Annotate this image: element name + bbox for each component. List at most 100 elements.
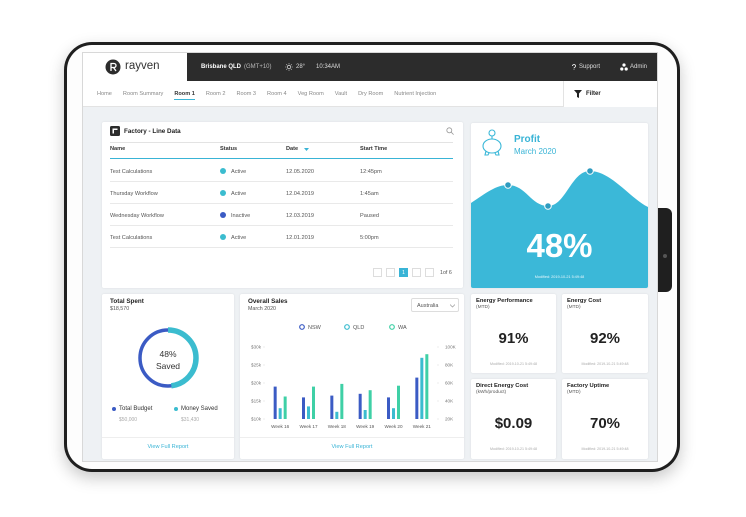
donut-caption: Saved bbox=[155, 361, 181, 371]
legend-marker bbox=[344, 324, 350, 330]
bar bbox=[312, 386, 315, 419]
divider bbox=[240, 437, 464, 438]
page-next[interactable] bbox=[412, 268, 421, 277]
admin-link[interactable]: Admin bbox=[630, 64, 648, 70]
cell-date: 12.05.2020 bbox=[286, 169, 314, 175]
dropdown-caret bbox=[450, 304, 455, 308]
y2-tick-label: 100K bbox=[445, 345, 457, 350]
support-link[interactable]: Support bbox=[579, 64, 601, 70]
filter-button[interactable]: Filter bbox=[563, 81, 657, 107]
legend-value: $50,000 bbox=[119, 417, 138, 423]
nav-tab[interactable]: Home bbox=[97, 91, 112, 97]
page-summary: 1of 6 bbox=[440, 270, 452, 276]
page-first[interactable] bbox=[373, 268, 382, 277]
bar bbox=[415, 377, 419, 419]
admin-icon bbox=[620, 63, 628, 71]
table-row[interactable]: Thursday Workflow Active 12.04.2019 1:45am bbox=[110, 182, 453, 204]
nav-tab[interactable]: Veg Room bbox=[297, 91, 324, 97]
cell-name: Test Calculations bbox=[110, 235, 153, 241]
logo-icon bbox=[105, 59, 121, 75]
profit-card: Profit March 2020 48% Modified: 2019-10-… bbox=[471, 123, 648, 288]
y2-tick-label: 20K bbox=[445, 417, 454, 422]
page-last[interactable] bbox=[425, 268, 434, 277]
line-data-card: Factory - Line Data Name Status Date Sta… bbox=[102, 122, 463, 288]
cell-start: 1:45am bbox=[360, 191, 379, 197]
legend-label: Total Budget bbox=[119, 406, 153, 412]
x-tick-label: Week 21 bbox=[413, 424, 431, 429]
search-icon[interactable] bbox=[446, 127, 454, 135]
modified: Modified: 2019-10-21 5:49:48 bbox=[581, 362, 629, 366]
x-tick-label: Week 16 bbox=[271, 424, 289, 429]
tablet-side bbox=[656, 208, 672, 292]
profit-subtitle: March 2020 bbox=[514, 147, 557, 156]
cell-status: Active bbox=[231, 235, 247, 241]
nav-tab[interactable]: Dry Room bbox=[358, 91, 384, 97]
kpi-value: $0.09 bbox=[494, 415, 533, 432]
timezone: (GMT+10) bbox=[244, 64, 272, 70]
card-title: Factory - Line Data bbox=[124, 128, 181, 135]
y2-tick-label: 80K bbox=[445, 363, 454, 368]
logo[interactable]: rayven bbox=[83, 53, 187, 81]
legend-label: NSW bbox=[308, 325, 322, 331]
kpi-card: Energy Cost (MTD) 92% Modified: 2019-10-21 … bbox=[562, 294, 648, 373]
donut-value: 48% bbox=[159, 349, 177, 359]
region-label: Australia bbox=[417, 303, 439, 309]
bar bbox=[302, 397, 305, 419]
bar bbox=[273, 386, 277, 419]
status-dot bbox=[220, 168, 226, 174]
nav-tab[interactable]: Room 1 bbox=[174, 89, 195, 100]
donut-chart bbox=[137, 327, 199, 389]
y-tick-label: $10k bbox=[251, 417, 262, 422]
total-spent-card: Total Spent $18,570 48% Saved Total Budg… bbox=[102, 294, 234, 459]
nav-tab[interactable]: Room Summary bbox=[122, 91, 164, 97]
region-dropdown[interactable]: Australia bbox=[411, 298, 459, 312]
legend-label: QLD bbox=[353, 325, 364, 331]
nav-tab[interactable]: Vault bbox=[334, 91, 348, 97]
nav-tab[interactable]: Room 4 bbox=[267, 91, 287, 97]
page-current[interactable]: 1 bbox=[399, 268, 408, 277]
table-row[interactable]: Wednesday Workflow Inactive 12.03.2019 Paus… bbox=[110, 204, 453, 226]
bar bbox=[330, 395, 334, 419]
column-header[interactable]: Date bbox=[286, 146, 299, 152]
legend-dot bbox=[112, 407, 116, 411]
kpi-title: Energy Cost bbox=[567, 298, 602, 304]
table-row[interactable]: Test Calculations Active 12.05.2020 12:45pm bbox=[110, 160, 453, 182]
bar bbox=[340, 383, 344, 419]
nav-tab[interactable]: Room 2 bbox=[205, 91, 226, 97]
y-tick-label: $20k bbox=[251, 381, 262, 386]
bar bbox=[392, 408, 395, 419]
sales-chart: NSW QLD WA $10k $15k $20k $25k $30k 20K 40K 60K 80K… bbox=[251, 324, 457, 429]
bar bbox=[278, 408, 282, 419]
cell-name: Wednesday Workflow bbox=[110, 213, 164, 219]
divider bbox=[102, 437, 234, 438]
cell-date: 12.04.2019 bbox=[286, 191, 314, 197]
modified: Modified: 2019-10-21 5:49:48 bbox=[490, 362, 537, 366]
y2-tick-label: 40K bbox=[445, 399, 454, 404]
nav-tab[interactable]: Nutrient Injection bbox=[394, 91, 437, 97]
table-icon bbox=[110, 126, 120, 136]
kpi-value: 70% bbox=[589, 415, 621, 432]
page-prev[interactable] bbox=[386, 268, 395, 277]
cell-status: Inactive bbox=[231, 213, 251, 219]
cell-start: Paused bbox=[360, 213, 379, 219]
filter-label: Filter bbox=[586, 91, 601, 97]
y2-tick-label: 60K bbox=[445, 381, 454, 386]
view-report-link[interactable]: View Full Report bbox=[147, 444, 189, 450]
kpi-title: Direct Energy Cost bbox=[476, 383, 529, 389]
divider bbox=[110, 142, 453, 143]
status-dot bbox=[220, 190, 226, 196]
amount: $18,570 bbox=[110, 306, 130, 312]
time: 10:34AM bbox=[316, 64, 341, 70]
x-tick-label: Week 18 bbox=[328, 424, 346, 429]
column-header: Name bbox=[110, 146, 126, 152]
kpi-card: Factory Uptime (MTD) 70% Modified: 2019-10-… bbox=[562, 379, 648, 459]
column-header: Start Time bbox=[360, 146, 388, 152]
kpi-value: 91% bbox=[498, 330, 529, 347]
table-row[interactable]: Test Calculations Active 12.01.2019 5:00pm bbox=[110, 226, 453, 248]
view-report-link[interactable]: View Full Report bbox=[331, 444, 373, 450]
x-tick-label: Week 17 bbox=[299, 424, 317, 429]
kpi-subtitle: (MTD) bbox=[567, 305, 581, 310]
legend-value: $31,430 bbox=[181, 417, 200, 423]
nav-tab[interactable]: Room 3 bbox=[236, 91, 257, 97]
